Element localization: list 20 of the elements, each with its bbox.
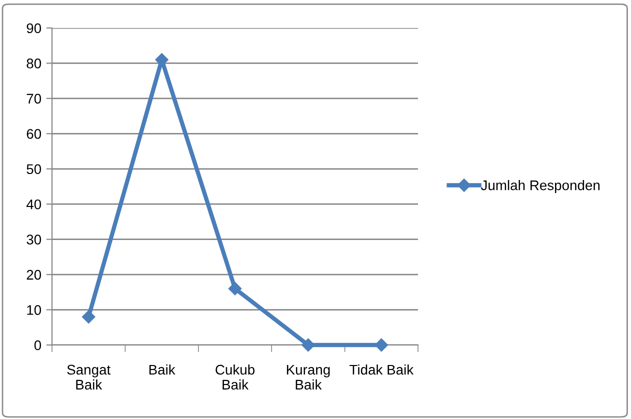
y-tick-label: 60 [26,129,42,139]
point [302,338,315,352]
y-tick-label: 50 [26,164,42,174]
x-tick-label: Cukub Baik [216,364,254,390]
y-tick-label: 30 [26,234,42,245]
y-tick-label: 20 [26,270,42,280]
y-tick-label: 70 [26,94,42,104]
x-tick-label: Kurang Baik [286,364,330,390]
x-tick-label: Baik [149,364,176,375]
legend-label: Jumlah Responden [480,180,600,193]
y-tick-label: 10 [27,305,42,315]
point [374,338,388,352]
x-tick-label: Sangat Baik [67,364,111,390]
y-tick-label: 80 [26,58,42,68]
point [228,282,242,296]
point [82,310,96,324]
x-tick-label: Tidak Baik [350,364,414,375]
y-tick-label: 0 [34,340,42,350]
y-tick-label: 40 [26,199,42,210]
y-tick-label: 90 [26,23,42,34]
